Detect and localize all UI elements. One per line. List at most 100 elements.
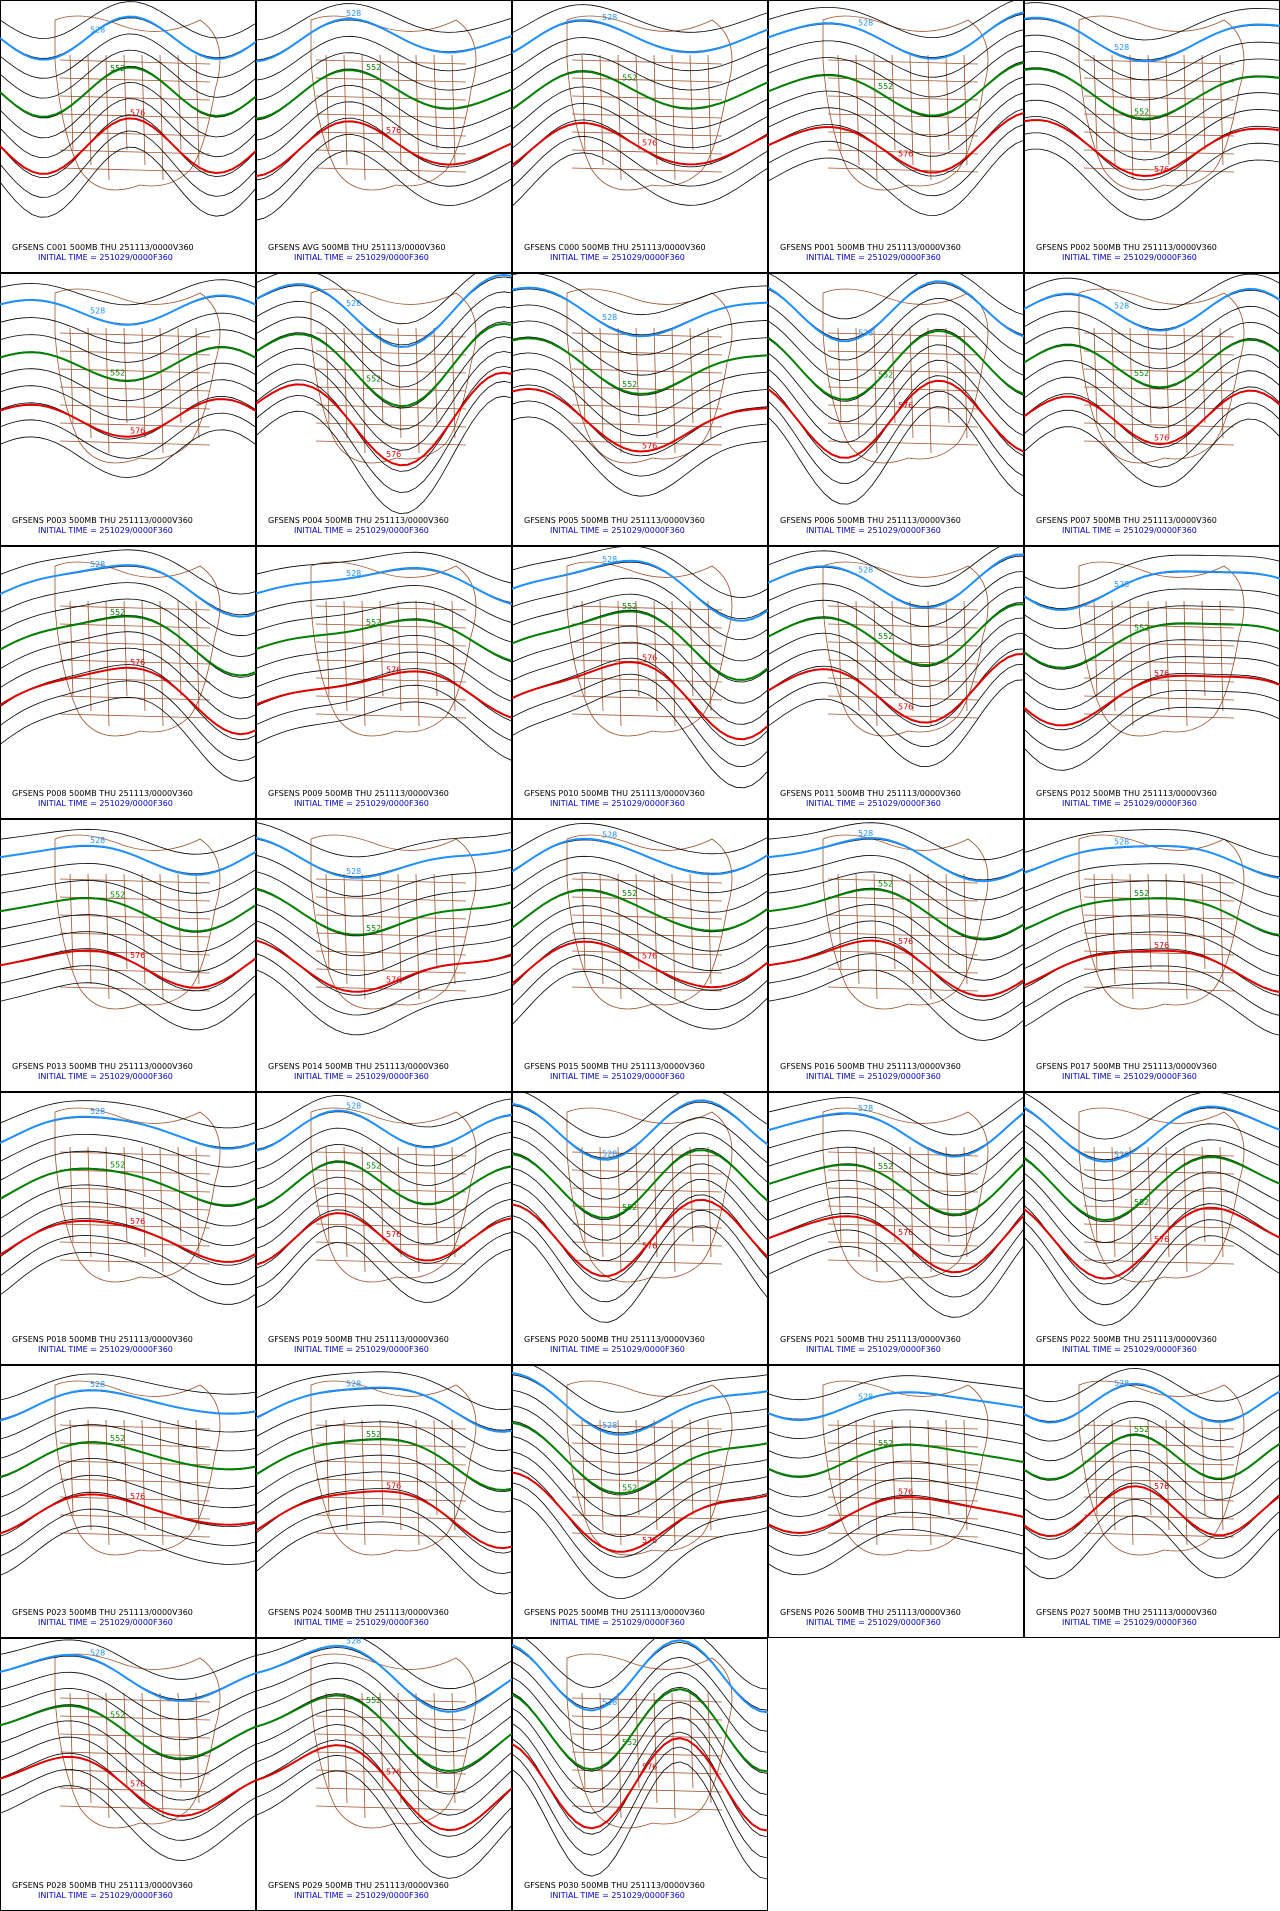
highlight-contour bbox=[0, 398, 256, 438]
height-contour bbox=[768, 1409, 1024, 1440]
contour-label: 528 bbox=[1114, 580, 1129, 589]
contour-label: 576 bbox=[386, 975, 401, 984]
state-border bbox=[87, 327, 92, 439]
state-border bbox=[707, 600, 712, 712]
highlight-contour bbox=[0, 1653, 256, 1702]
height-contour bbox=[1024, 1466, 1280, 1521]
state-border bbox=[927, 1419, 932, 1546]
panel-border bbox=[768, 1365, 1024, 1638]
state-border bbox=[59, 968, 211, 974]
contour-label: 528 bbox=[90, 1380, 105, 1389]
state-border bbox=[707, 1419, 712, 1531]
highlight-contour bbox=[256, 1744, 512, 1832]
contour-label: 528 bbox=[858, 328, 873, 337]
state-border bbox=[415, 327, 420, 454]
highlight-contour bbox=[0, 1704, 256, 1760]
height-contour bbox=[0, 879, 256, 914]
height-contour bbox=[1024, 1515, 1280, 1580]
state-border bbox=[571, 1514, 723, 1520]
height-contour bbox=[256, 336, 512, 430]
state-border bbox=[635, 1692, 640, 1789]
contour-label: 528 bbox=[90, 306, 105, 315]
state-border bbox=[315, 914, 467, 920]
contour-label: 576 bbox=[642, 1241, 657, 1250]
state-border bbox=[1219, 600, 1224, 712]
state-border bbox=[315, 368, 467, 374]
height-contour bbox=[768, 1195, 1024, 1257]
highlight-contour bbox=[0, 294, 256, 326]
panel-title: GFSENS P005 500MB THU 251113/0000V360 bbox=[524, 516, 705, 525]
state-border bbox=[571, 59, 723, 65]
highlight-contour bbox=[1024, 844, 1280, 880]
state-border bbox=[315, 1424, 467, 1430]
coastline bbox=[566, 1653, 733, 1829]
contour-label: 528 bbox=[346, 299, 361, 308]
height-contour bbox=[512, 1482, 768, 1579]
height-contour bbox=[1024, 1498, 1280, 1560]
highlight-contour bbox=[1024, 674, 1280, 727]
coastline bbox=[54, 15, 221, 191]
state-border bbox=[59, 932, 211, 938]
height-contour bbox=[0, 98, 256, 159]
highlight-contour bbox=[512, 837, 768, 876]
state-border bbox=[315, 95, 467, 101]
state-border bbox=[315, 623, 467, 629]
height-contour bbox=[768, 679, 1024, 768]
state-border bbox=[827, 1241, 979, 1247]
height-contour bbox=[256, 150, 512, 221]
state-border bbox=[827, 641, 979, 647]
state-border bbox=[59, 1187, 211, 1193]
state-border bbox=[59, 1733, 211, 1739]
state-border bbox=[59, 605, 211, 611]
state-border bbox=[379, 600, 384, 697]
state-border bbox=[827, 1460, 979, 1466]
height-contour bbox=[1024, 863, 1280, 898]
height-contour bbox=[768, 571, 1024, 627]
state-border bbox=[827, 659, 979, 665]
state-border bbox=[1083, 641, 1235, 647]
initial-time: INITIAL TIME = 251029/0000F360 bbox=[550, 253, 685, 262]
panel-title: GFSENS P019 500MB THU 251113/0000V360 bbox=[268, 1335, 449, 1344]
state-border bbox=[361, 600, 366, 727]
state-border bbox=[827, 1223, 979, 1229]
initial-time: INITIAL TIME = 251029/0000F360 bbox=[550, 1891, 685, 1900]
height-contour bbox=[0, 362, 256, 402]
panel-title: GFSENS P014 500MB THU 251113/0000V360 bbox=[268, 1062, 449, 1071]
state-border bbox=[1083, 914, 1235, 920]
height-contour bbox=[0, 1, 256, 39]
state-border bbox=[927, 327, 932, 454]
height-contour bbox=[768, 1096, 1024, 1136]
height-contour bbox=[512, 657, 768, 746]
height-contour bbox=[512, 1671, 768, 1753]
state-border bbox=[315, 1460, 467, 1466]
state-border bbox=[827, 878, 979, 884]
contour-label: 552 bbox=[1134, 1425, 1149, 1434]
state-border bbox=[451, 1146, 456, 1258]
state-border bbox=[315, 1442, 467, 1448]
panel-title: GFSENS C001 500MB THU 251113/0000V360 bbox=[12, 243, 194, 252]
height-contour bbox=[512, 1209, 768, 1303]
height-contour bbox=[512, 1132, 768, 1200]
contour-label: 552 bbox=[622, 74, 637, 83]
highlight-contour bbox=[256, 670, 512, 719]
height-contour bbox=[512, 152, 768, 207]
state-border bbox=[415, 1146, 420, 1273]
height-contour bbox=[0, 1639, 256, 1680]
highlight-contour bbox=[512, 1372, 768, 1436]
highlight-contour bbox=[1024, 1382, 1280, 1424]
panel-title: GFSENS P001 500MB THU 251113/0000V360 bbox=[780, 243, 961, 252]
state-border bbox=[315, 878, 467, 884]
state-border bbox=[315, 1697, 467, 1703]
state-border bbox=[397, 873, 402, 985]
height-contour bbox=[768, 390, 1024, 484]
map-panel: 528 552 576 GFSENS P009 500MB THU 251113/00… bbox=[256, 546, 512, 819]
height-contour bbox=[256, 84, 512, 141]
state-border bbox=[1201, 327, 1206, 424]
state-border bbox=[177, 1419, 182, 1516]
state-border bbox=[1083, 1187, 1235, 1193]
height-contour bbox=[0, 1720, 256, 1781]
panel-title: GFSENS P023 500MB THU 251113/0000V360 bbox=[12, 1608, 193, 1617]
contour-label: 552 bbox=[366, 1161, 381, 1170]
state-border bbox=[141, 600, 146, 712]
state-border bbox=[855, 327, 860, 439]
